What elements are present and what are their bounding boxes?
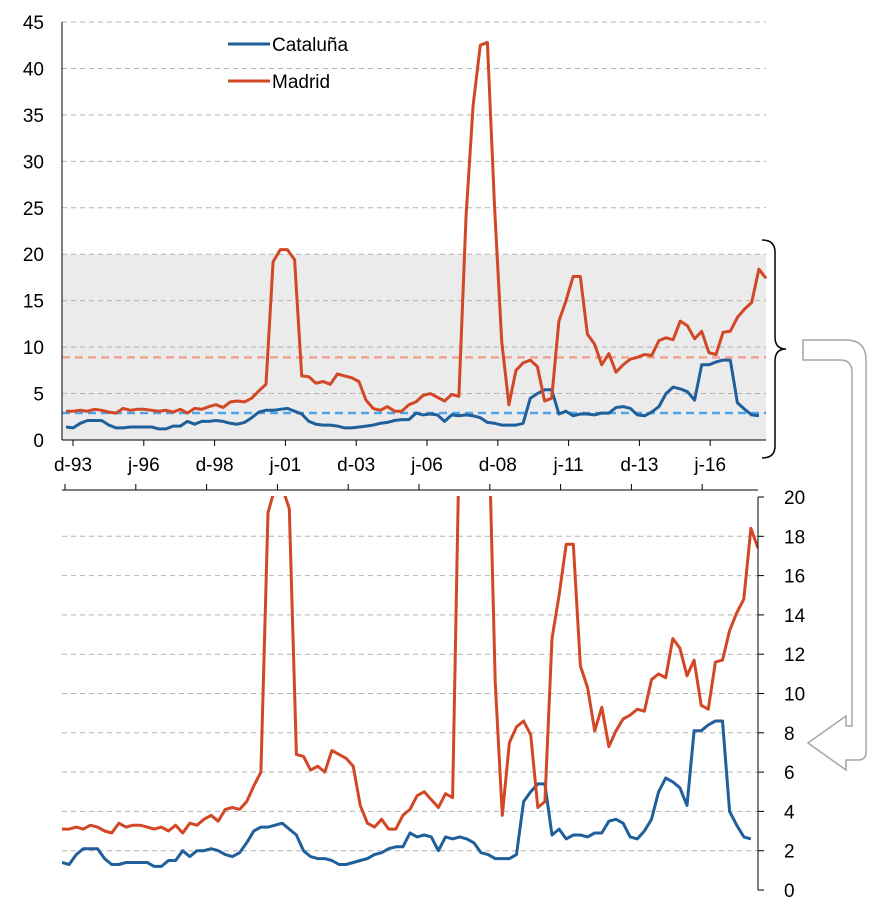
legend-label-cataluna: Cataluña <box>272 35 348 56</box>
zoom-y-tick-label: 14 <box>784 606 806 627</box>
main-x-tick-label: d-03 <box>337 455 375 476</box>
zoom-y-tick-label: 0 <box>784 881 795 899</box>
zoom-y-tick-label: 2 <box>784 842 795 863</box>
zoom-bracket <box>761 239 787 459</box>
zoom-y-tick-label: 10 <box>784 685 805 706</box>
main-y-tick-label: 15 <box>23 292 44 313</box>
zoom-y-tick-label: 8 <box>784 724 795 745</box>
main-x-tick-label: d-13 <box>620 455 658 476</box>
zoom-gridlines <box>62 535 758 852</box>
zoom-y-tick-label: 12 <box>784 645 805 666</box>
main-y-tick-label: 10 <box>23 338 44 359</box>
main-y-tick-label: 5 <box>33 385 44 406</box>
main-x-tick-label: d-08 <box>479 455 517 476</box>
zoom-arrow-icon <box>802 339 867 772</box>
main-x-tick-label: j-06 <box>410 455 443 476</box>
main-axis: 0 5 10 15 20 25 30 35 40 45 d-93 j-96 d-98 j-01 d-03 j-… <box>23 13 766 476</box>
zoom-series-line-madrid <box>62 496 758 835</box>
main-x-tick-label: j-11 <box>552 455 583 476</box>
main-y-tick-label: 30 <box>23 152 44 173</box>
main-series-line-madrid <box>66 40 768 415</box>
zoom-bracket-and-arrow <box>761 239 867 772</box>
zoom-y-tick-label: 6 <box>784 763 795 784</box>
zoom-y-tick-label: 20 <box>784 488 805 509</box>
zoom-axis: 0 2 4 6 8 10 12 14 16 18 20 <box>62 484 806 902</box>
main-gridlines <box>62 21 766 395</box>
zoom-series-line-cataluna <box>62 719 752 868</box>
legend-label-madrid: Madrid <box>272 72 330 93</box>
main-series-layer <box>65 40 768 431</box>
main-y-tick-label: 40 <box>23 59 44 80</box>
zoom-y-tick-label: 16 <box>784 567 805 588</box>
main-y-tick-label: 0 <box>33 431 44 452</box>
zoom-y-tick-label: 4 <box>784 802 795 823</box>
main-x-tick-label: d-93 <box>54 455 92 476</box>
main-x-tick-label: j-16 <box>693 455 726 476</box>
main-y-tick-label: 35 <box>23 106 44 127</box>
main-series-line-cataluna <box>65 358 760 431</box>
zoom-series-layer <box>62 496 758 868</box>
main-x-tick-label: j-01 <box>269 455 302 476</box>
main-y-tick-label: 45 <box>23 13 44 34</box>
main-x-tick-label: d-98 <box>196 455 234 476</box>
main-y-tick-label: 20 <box>23 245 44 266</box>
main-x-tick-label: j-96 <box>127 455 160 476</box>
main-y-tick-label: 25 <box>23 199 44 220</box>
legend: Cataluña Madrid <box>228 35 348 93</box>
zoom-y-tick-label: 18 <box>784 527 805 548</box>
